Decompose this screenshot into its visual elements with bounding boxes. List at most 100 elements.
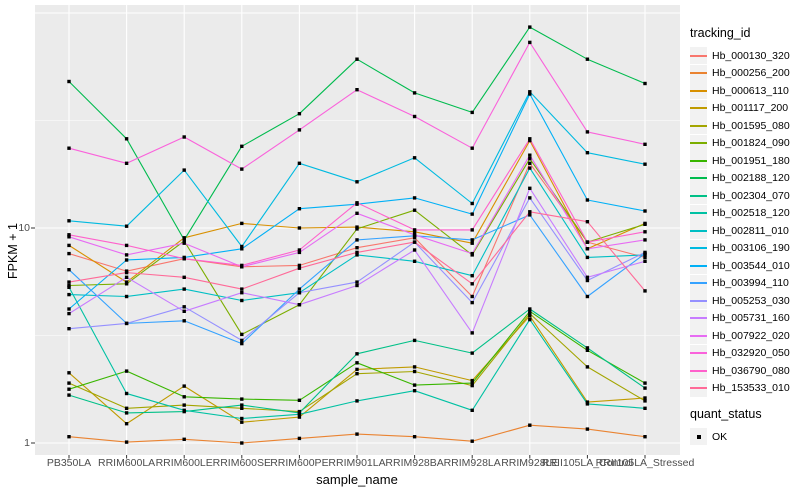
data-point	[355, 250, 359, 255]
legend-item-Hb_002811_010: Hb_002811_010	[690, 222, 800, 240]
x-tick-label: RRIM600LA	[97, 457, 156, 469]
data-point	[124, 294, 129, 299]
data-point	[528, 314, 532, 318]
data-point	[470, 282, 474, 286]
data-point	[585, 220, 590, 224]
data-point	[67, 327, 71, 331]
legend-item-Hb_000130_320: Hb_000130_320	[690, 47, 800, 65]
data-point	[297, 436, 302, 441]
legend-title-quant-status: quant_status	[690, 407, 762, 421]
data-point	[240, 441, 244, 445]
data-point	[355, 367, 359, 372]
legend-key-swatch	[690, 309, 707, 327]
legend-item-label: Hb_036790_080	[712, 364, 790, 377]
data-point	[240, 406, 244, 410]
data-point	[470, 383, 474, 388]
data-point	[470, 238, 474, 242]
data-point	[412, 230, 417, 234]
legend-item-label: Hb_001117_200	[712, 102, 789, 115]
data-point	[297, 398, 302, 402]
data-point	[124, 270, 129, 275]
data-point	[355, 280, 359, 284]
data-point	[355, 57, 359, 61]
data-point	[182, 305, 186, 309]
data-point	[470, 274, 474, 278]
data-point	[412, 233, 417, 237]
legend-item-Hb_005731_160: Hb_005731_160	[690, 309, 800, 328]
quant-key-black-square-icon	[690, 428, 707, 446]
data-point	[528, 186, 532, 190]
legend-key-swatch	[690, 257, 707, 275]
legend-item-Hb_002518_120: Hb_002518_120	[690, 204, 800, 223]
data-point	[528, 90, 532, 94]
legend-item-Hb_032920_050: Hb_032920_050	[690, 344, 800, 363]
data-point	[643, 399, 647, 403]
data-point	[528, 161, 532, 165]
legend-key-swatch	[690, 82, 707, 100]
data-point	[528, 423, 532, 427]
data-point	[585, 294, 590, 299]
x-tick-label: RRIM928LE	[501, 457, 559, 469]
x-tick-label: RRIM600PE	[270, 457, 329, 469]
data-point	[412, 208, 417, 212]
data-point	[355, 238, 359, 242]
data-point	[412, 369, 417, 374]
legend-item-Hb_003106_190: Hb_003106_190	[690, 239, 800, 258]
data-point	[67, 311, 71, 316]
data-point	[67, 280, 71, 284]
data-point	[355, 246, 359, 250]
data-point	[297, 263, 302, 268]
legend-item-label: Hb_002188_120	[712, 172, 790, 185]
legend-key-swatch	[690, 99, 707, 117]
x-tick-label: RRIM928BA	[385, 457, 444, 469]
legend-item-label: Hb_032920_050	[712, 347, 790, 360]
legend-item-Hb_000613_110: Hb_000613_110	[690, 82, 800, 100]
data-point	[412, 435, 417, 439]
data-point	[643, 386, 647, 390]
data-point	[182, 241, 186, 245]
legend-key-swatch	[690, 327, 707, 345]
data-point	[470, 351, 474, 355]
data-point	[585, 247, 590, 251]
data-point	[240, 263, 244, 268]
data-point	[470, 300, 474, 305]
y-tick-label: 1	[24, 436, 30, 449]
data-point	[643, 230, 647, 234]
data-point	[470, 201, 474, 206]
data-point	[67, 146, 71, 150]
legend-item-Hb_003994_110: Hb_003994_110	[690, 274, 800, 293]
data-point	[240, 420, 244, 424]
data-point	[643, 238, 647, 242]
quant-legend-item: OK	[690, 428, 800, 446]
data-point	[470, 146, 474, 150]
legend-key-swatch	[690, 344, 707, 362]
legend-item-label: Hb_000130_320	[712, 49, 790, 62]
data-point	[643, 142, 647, 146]
quant-item-label: OK	[712, 430, 728, 443]
legend-item-Hb_000256_200: Hb_000256_200	[690, 64, 800, 83]
data-point	[355, 372, 359, 376]
data-point	[585, 130, 590, 134]
data-point	[124, 253, 129, 257]
data-point	[67, 233, 71, 237]
legend-item-label: Hb_002811_010	[712, 224, 789, 237]
data-point	[297, 161, 302, 165]
data-point	[355, 283, 359, 288]
data-point	[240, 397, 244, 401]
data-point	[182, 236, 186, 240]
data-point	[412, 240, 417, 244]
data-point	[240, 341, 244, 346]
legend-key-swatch	[690, 292, 707, 310]
x-tick-label: PB350LA	[46, 457, 92, 469]
legend-item-Hb_007922_020: Hb_007922_020	[690, 327, 800, 345]
data-point	[355, 253, 359, 257]
data-point	[470, 378, 474, 383]
data-point	[124, 422, 129, 426]
legend-item-Hb_002304_070: Hb_002304_070	[690, 187, 800, 205]
data-point	[585, 240, 590, 244]
legend-key-swatch	[690, 117, 707, 135]
legend-item-label: Hb_001824_090	[712, 137, 790, 150]
data-point	[528, 138, 532, 143]
data-point	[124, 440, 129, 444]
